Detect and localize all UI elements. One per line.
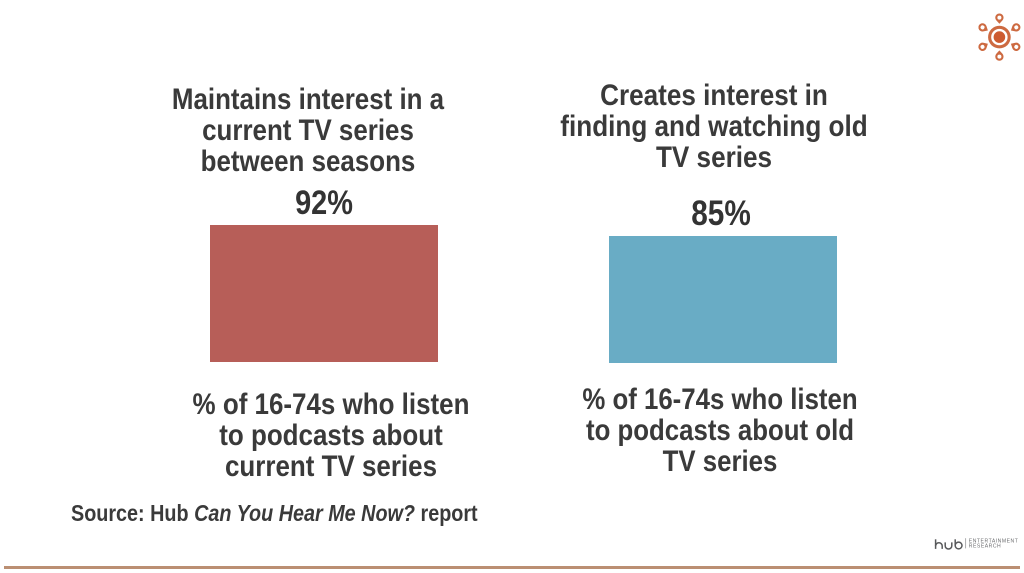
svg-text:RESEARCH: RESEARCH bbox=[969, 544, 1001, 550]
svg-text:ENTERTAINMENT: ENTERTAINMENT bbox=[969, 538, 1019, 544]
